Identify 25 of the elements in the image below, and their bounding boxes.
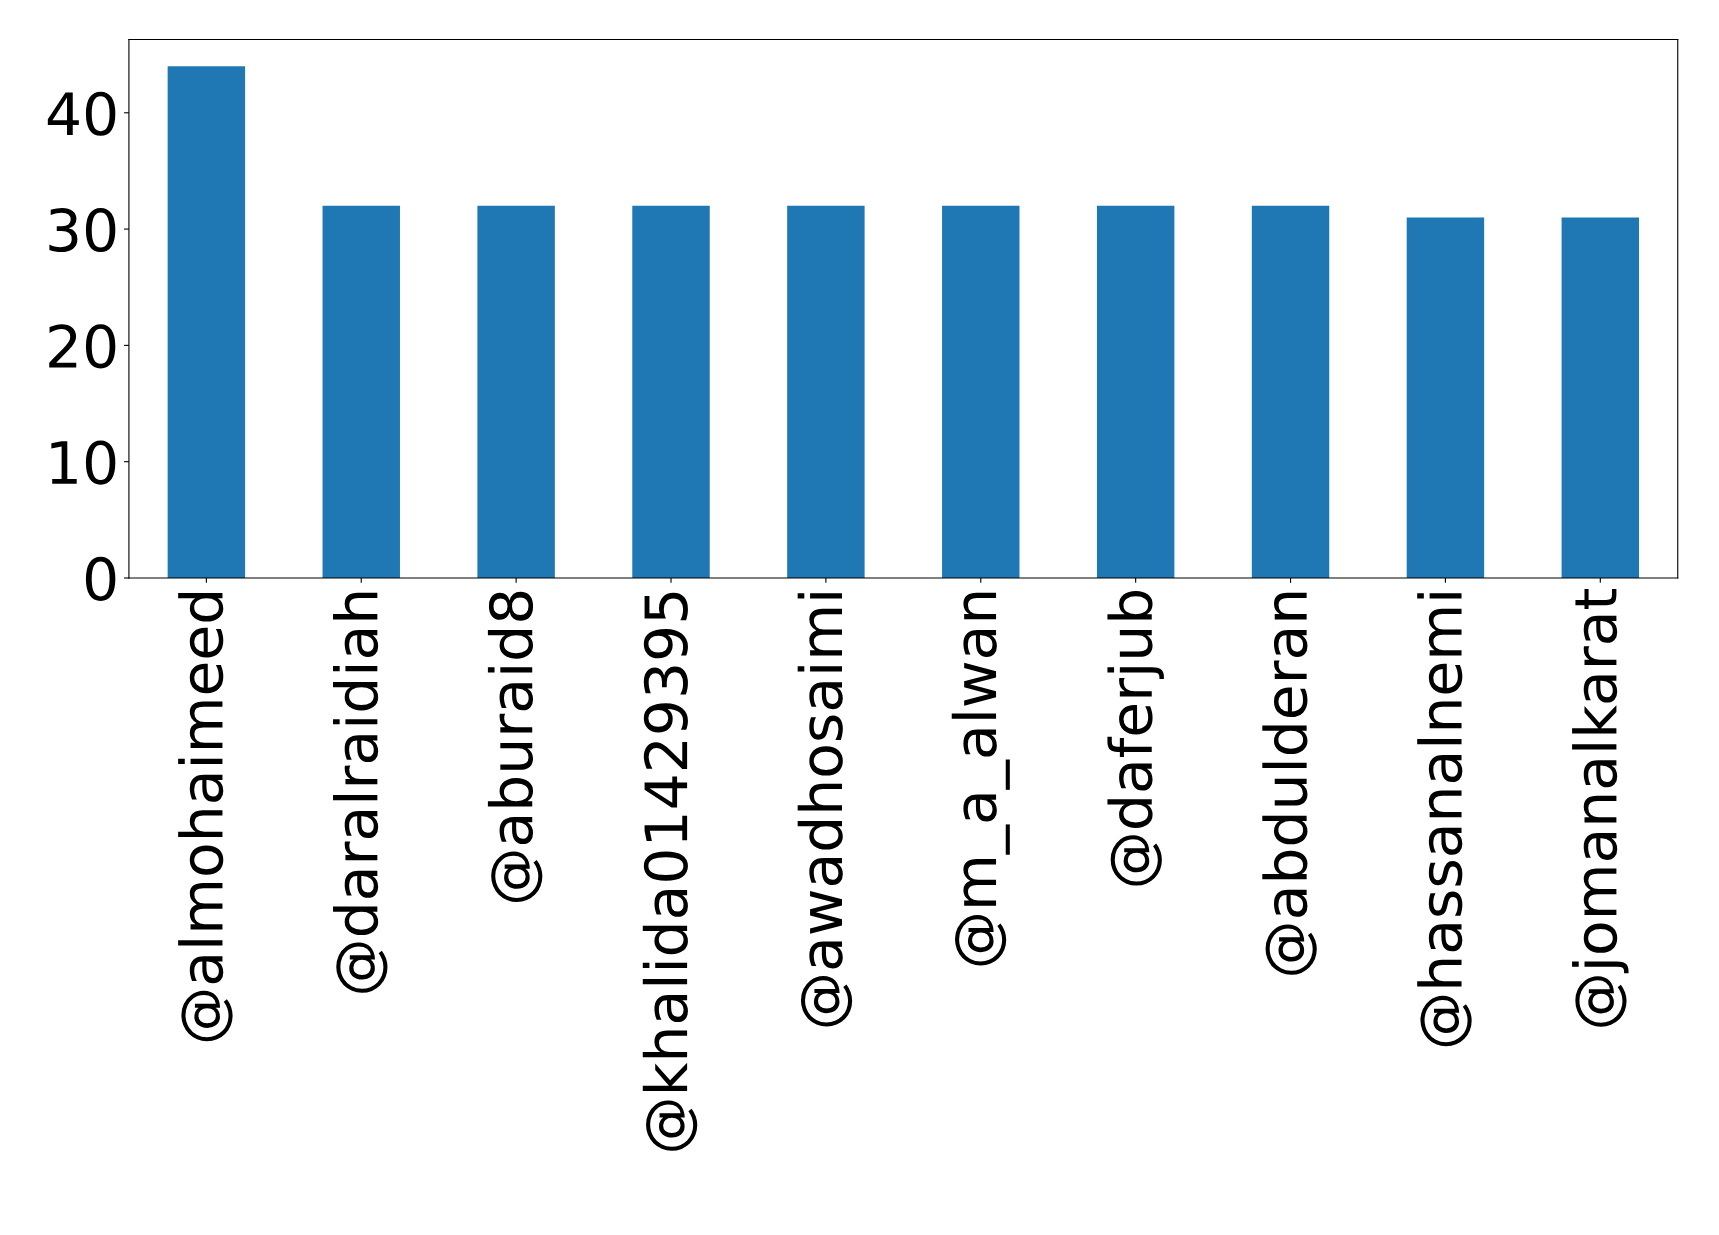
y-tick-label: 20 — [49, 324, 116, 369]
bar — [322, 205, 400, 578]
x-tick-label: @almohaimeed — [178, 593, 233, 1042]
x-tick-label: @aburaid8 — [487, 591, 543, 903]
bar — [942, 205, 1020, 578]
y-tick-label: 30 — [49, 207, 116, 253]
y-tick-label: 10 — [51, 440, 116, 485]
x-tick-label: @khalida01429395 — [642, 592, 698, 1151]
x-tick-label: @hassanalnemi — [1417, 593, 1472, 1047]
y-tick-label: 40 — [47, 91, 116, 136]
bar — [1096, 205, 1175, 578]
y-tick-label: 0 — [85, 556, 116, 601]
x-tick-label: @daralraidiah — [333, 592, 388, 993]
bar — [632, 205, 710, 578]
x-tick-label: @abdulderan — [1262, 592, 1317, 975]
x-tick-label: @jomanalkarat — [1572, 589, 1629, 1027]
bar — [167, 66, 246, 578]
x-tick-label: @daferjub — [1107, 590, 1164, 886]
bar — [1561, 217, 1640, 578]
x-tick-label: @awadhosaimi — [797, 593, 853, 1027]
bar — [1251, 205, 1330, 578]
bar — [787, 205, 865, 578]
x-tick-label: @m_a_alwan — [951, 592, 1010, 966]
bar — [477, 205, 555, 578]
bar — [1406, 217, 1485, 578]
